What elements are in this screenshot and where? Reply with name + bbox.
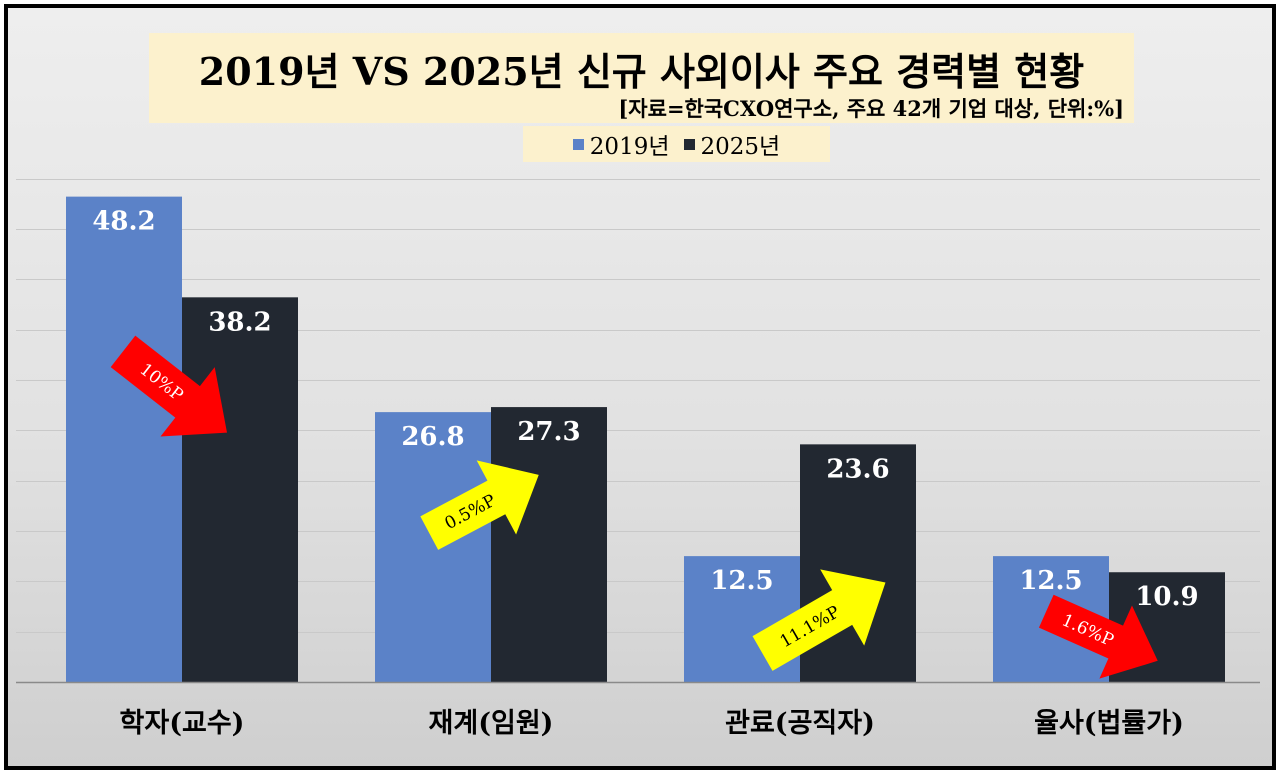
data-label: 23.6	[826, 454, 889, 484]
category-label: 재계(임원)	[429, 708, 554, 739]
data-label: 38.2	[208, 307, 271, 337]
category-label: 관료(공직자)	[725, 708, 875, 739]
data-label: 10.9	[1135, 582, 1198, 612]
bar-2019	[66, 196, 182, 682]
legend-swatch-2019	[572, 138, 584, 150]
title-box: 2019년 VS 2025년 신규 사외이사 주요 경력별 현황 [자료=한국C…	[149, 33, 1134, 123]
change-arrow-up: 0.5%P	[420, 460, 539, 550]
bar-2025	[491, 407, 607, 682]
bar-2019	[375, 412, 491, 682]
chart-subtitle: [자료=한국CXO연구소, 주요 42개 기업 대상, 단위:%]	[618, 96, 1124, 121]
legend-label-2019: 2019년	[589, 134, 670, 160]
bar-2025	[182, 297, 298, 682]
category-label: 율사(법률가)	[1034, 708, 1184, 739]
arrow-shape	[110, 335, 228, 437]
category-label: 학자(교수)	[120, 708, 245, 739]
arrow-shape	[1038, 594, 1158, 679]
legend: 2019년 2025년	[523, 126, 830, 162]
arrow-shape	[752, 569, 886, 671]
chart-frame: 48.2 26.8 12.5 12.5 38.2 27.3 23.6 10.9 학자(교수) 재계…	[4, 4, 1276, 770]
bar-chart: 48.2 26.8 12.5 12.5 38.2 27.3 23.6 10.9 학자(교수) 재계…	[16, 179, 1260, 739]
chart-title: 2019년 VS 2025년 신규 사외이사 주요 경력별 현황	[198, 49, 1085, 94]
legend-label-2025: 2025년	[700, 134, 781, 160]
data-label: 48.2	[92, 207, 155, 237]
legend-item-2019: 2019년	[572, 127, 670, 161]
legend-item-2025: 2025년	[683, 127, 781, 161]
data-label: 26.8	[401, 422, 464, 452]
data-label: 27.3	[517, 417, 580, 447]
arrow-shape	[420, 460, 539, 550]
data-label: 12.5	[1019, 566, 1082, 596]
legend-swatch-2025	[683, 138, 695, 150]
data-label: 12.5	[710, 566, 773, 596]
